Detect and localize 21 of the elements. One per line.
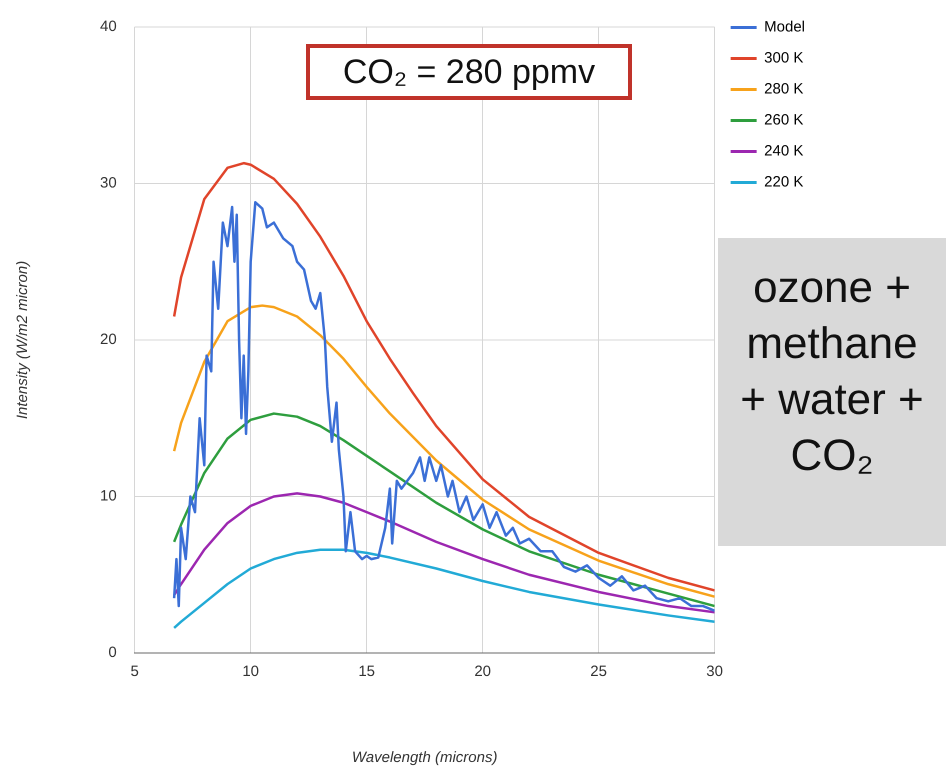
- legend-label: 260 K: [764, 112, 804, 129]
- legend-label: 220 K: [764, 174, 804, 191]
- legend-label: 240 K: [764, 142, 804, 160]
- y-tick-label: 20: [100, 331, 117, 348]
- legend-label: 300 K: [764, 50, 804, 67]
- y-tick-label: 10: [100, 488, 117, 505]
- text-box: CO₂ = 280 ppmv: [306, 44, 632, 100]
- x-tick-label: 25: [590, 663, 607, 680]
- x-tick-label: 20: [474, 663, 492, 680]
- y-tick-label: 30: [100, 174, 117, 192]
- y-axis-title: Intensity (W/m2 micron): [14, 260, 32, 420]
- x-axis-title: Wavelength (microns): [352, 749, 498, 766]
- y-tick-label: 0: [108, 644, 117, 662]
- legend-label: Model: [764, 18, 806, 36]
- text-box: ozone + methane + water + CO₂: [718, 238, 946, 546]
- legend-label: 280 K: [764, 80, 804, 98]
- x-tick-label: 30: [706, 663, 723, 680]
- x-tick-label: 10: [242, 663, 260, 680]
- x-tick-label: 5: [130, 663, 139, 680]
- y-tick-label: 40: [100, 18, 117, 36]
- x-tick-label: 15: [358, 663, 376, 680]
